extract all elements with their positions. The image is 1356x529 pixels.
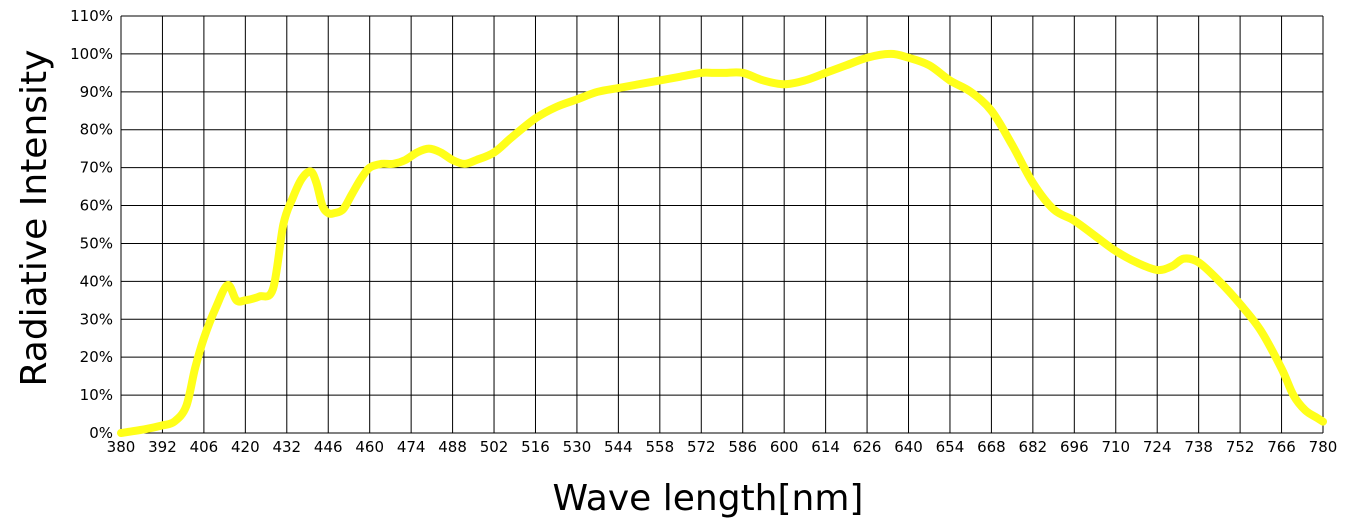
- x-tick-label: 380: [107, 438, 136, 456]
- y-tick-label: 90%: [80, 83, 113, 101]
- x-tick-label: 696: [1060, 438, 1089, 456]
- y-tick-label: 50%: [80, 234, 113, 252]
- x-tick-label: 460: [355, 438, 384, 456]
- y-tick-label: 60%: [80, 197, 113, 215]
- y-tick-label: 30%: [80, 310, 113, 328]
- x-tick-label: 502: [480, 438, 509, 456]
- x-tick-label: 626: [853, 438, 882, 456]
- x-axis-ticks: 380 392 406 420 432 446 460 474 488 502 516 530 544 5…: [107, 438, 1338, 456]
- x-tick-label: 724: [1143, 438, 1172, 456]
- x-tick-label: 406: [190, 438, 219, 456]
- x-tick-label: 586: [728, 438, 757, 456]
- y-tick-label: 70%: [80, 159, 113, 177]
- x-tick-label: 392: [148, 438, 177, 456]
- x-tick-label: 738: [1184, 438, 1213, 456]
- x-tick-label: 488: [438, 438, 467, 456]
- x-tick-label: 640: [894, 438, 923, 456]
- x-axis-title: Wave length[nm]: [553, 478, 864, 519]
- y-axis-ticks: 0% 10% 20% 30% 40% 50% 60% 70% 80% 90% 100% 110%: [70, 7, 113, 442]
- y-axis-title: Radiative Intensity: [14, 50, 55, 387]
- x-tick-label: 544: [604, 438, 633, 456]
- x-tick-label: 432: [272, 438, 301, 456]
- x-tick-label: 654: [936, 438, 965, 456]
- x-tick-label: 516: [521, 438, 550, 456]
- y-tick-label: 100%: [70, 45, 113, 63]
- x-tick-label: 446: [314, 438, 343, 456]
- x-tick-label: 668: [977, 438, 1006, 456]
- x-tick-label: 600: [770, 438, 799, 456]
- x-tick-label: 420: [231, 438, 260, 456]
- x-tick-label: 752: [1226, 438, 1255, 456]
- y-tick-label: 20%: [80, 348, 113, 366]
- y-tick-label: 40%: [80, 272, 113, 290]
- y-tick-label: 110%: [70, 7, 113, 25]
- x-tick-label: 572: [687, 438, 716, 456]
- x-tick-label: 766: [1267, 438, 1296, 456]
- grid: [120, 15, 1324, 434]
- y-tick-label: 10%: [80, 386, 113, 404]
- x-tick-label: 780: [1309, 438, 1338, 456]
- x-tick-label: 682: [1019, 438, 1048, 456]
- x-tick-label: 710: [1101, 438, 1130, 456]
- y-tick-label: 80%: [80, 121, 113, 139]
- x-tick-label: 558: [646, 438, 675, 456]
- plot-area: [117, 49, 1327, 437]
- x-tick-label: 474: [397, 438, 426, 456]
- x-tick-label: 530: [563, 438, 592, 456]
- x-tick-label: 614: [811, 438, 840, 456]
- y-tick-label: 0%: [89, 424, 113, 442]
- series-line: [117, 49, 1327, 437]
